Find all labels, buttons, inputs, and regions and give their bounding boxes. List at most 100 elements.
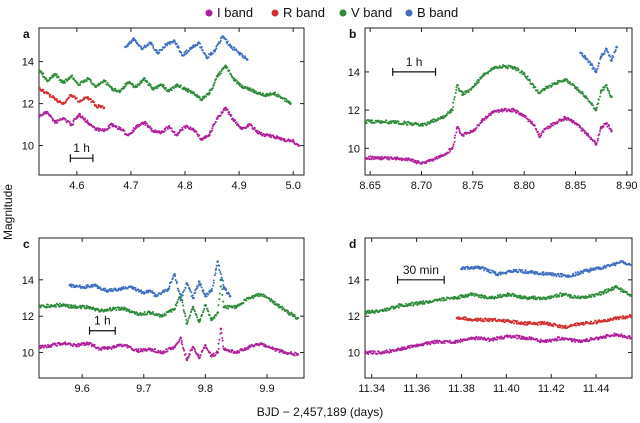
data-point — [625, 290, 628, 293]
data-point — [239, 303, 242, 306]
data-point — [39, 306, 42, 309]
data-point — [459, 132, 462, 135]
plot-frame — [364, 237, 633, 379]
data-point — [445, 298, 448, 301]
data-point — [222, 345, 225, 348]
data-point — [172, 347, 175, 350]
data-point — [175, 280, 178, 283]
legend-item: I band — [205, 5, 253, 20]
data-point — [425, 123, 428, 126]
data-point — [409, 346, 412, 349]
data-point — [576, 321, 579, 324]
x-tick-label: 9.9 — [259, 383, 274, 395]
data-point — [615, 285, 618, 288]
data-point — [179, 84, 182, 87]
data-point — [545, 271, 548, 274]
data-point — [278, 136, 281, 139]
x-tick-label: 4.7 — [123, 180, 138, 192]
data-point — [156, 87, 159, 90]
data-point — [522, 323, 525, 326]
x-axis-title: BJD − 2,457,189 (days) — [257, 405, 383, 419]
data-point — [211, 287, 214, 290]
data-point — [66, 78, 69, 81]
data-point — [142, 79, 145, 82]
data-point — [203, 97, 206, 100]
data-point — [615, 45, 618, 49]
data-point — [216, 117, 219, 120]
data-point — [235, 79, 238, 82]
data-point — [200, 313, 203, 316]
data-point — [186, 125, 189, 128]
data-point — [215, 267, 218, 270]
data-point — [373, 121, 376, 124]
data-point — [467, 90, 470, 93]
y-tick-label: 12 — [348, 311, 360, 323]
data-point — [587, 59, 590, 62]
data-point — [154, 348, 157, 351]
data-point — [219, 39, 222, 42]
data-point — [99, 82, 102, 85]
data-point — [164, 350, 167, 353]
data-point — [186, 320, 189, 323]
data-point — [439, 299, 442, 302]
data-point — [382, 309, 385, 312]
data-point — [572, 119, 575, 122]
data-point — [134, 286, 137, 289]
data-point — [64, 118, 67, 121]
data-point — [185, 322, 189, 325]
data-point — [224, 64, 227, 68]
series-v-band — [39, 278, 300, 325]
data-point — [218, 42, 221, 45]
data-point — [252, 90, 255, 93]
data-point — [582, 128, 585, 131]
data-point — [457, 126, 460, 129]
data-point — [452, 143, 455, 146]
data-point — [436, 119, 439, 122]
data-point — [213, 274, 216, 277]
data-point — [532, 297, 535, 300]
data-point — [474, 338, 477, 341]
data-point — [614, 264, 617, 267]
data-point — [218, 71, 221, 74]
data-point — [554, 294, 557, 297]
data-point — [566, 79, 569, 82]
data-point — [396, 156, 399, 159]
data-point — [574, 322, 577, 325]
data-point — [177, 45, 180, 48]
data-point — [512, 293, 515, 296]
data-point — [583, 130, 586, 133]
data-point — [165, 44, 168, 47]
data-point — [517, 110, 520, 113]
data-point — [228, 111, 231, 114]
data-point — [242, 55, 245, 58]
data-point — [238, 53, 241, 56]
data-point — [226, 108, 229, 111]
data-point — [595, 69, 598, 72]
data-point — [597, 266, 600, 269]
data-point — [590, 269, 593, 272]
data-point — [196, 287, 199, 290]
data-point — [196, 316, 199, 319]
legend-label: I band — [217, 5, 253, 20]
data-point — [437, 341, 440, 344]
data-point — [454, 91, 457, 94]
data-point — [151, 43, 154, 46]
data-point — [215, 47, 218, 50]
data-point — [605, 288, 608, 291]
data-point — [165, 348, 168, 351]
panel-letter: b — [349, 27, 356, 41]
data-point — [150, 349, 153, 352]
data-point — [40, 346, 43, 349]
data-point — [464, 316, 467, 319]
data-point — [104, 287, 107, 290]
data-point — [608, 90, 611, 93]
x-tick-label: 8.80 — [513, 180, 534, 192]
data-point — [146, 80, 149, 83]
data-point — [170, 87, 173, 90]
data-point — [187, 317, 190, 320]
data-point — [95, 104, 98, 107]
data-point — [42, 346, 45, 349]
data-point — [95, 129, 98, 132]
data-point — [93, 126, 96, 129]
data-point — [411, 301, 414, 304]
